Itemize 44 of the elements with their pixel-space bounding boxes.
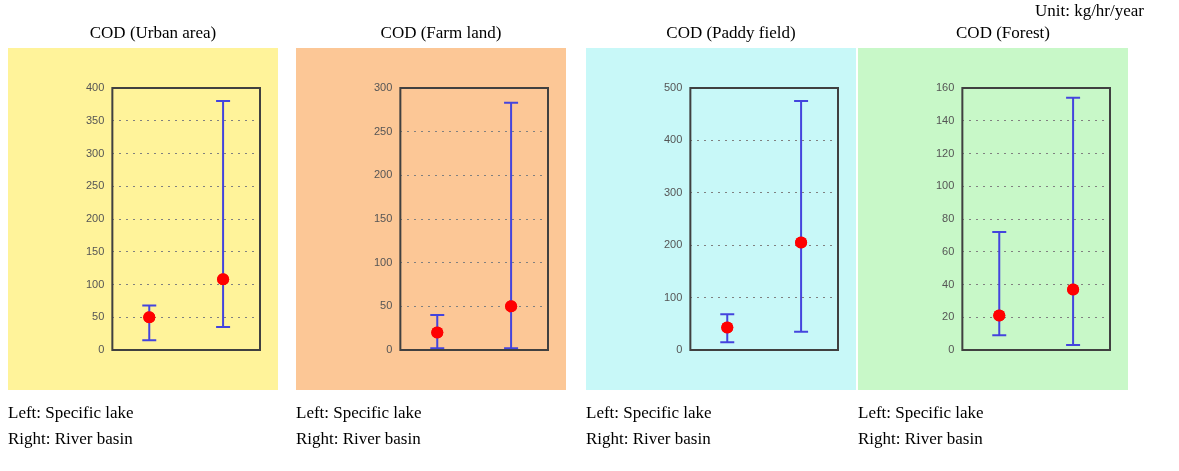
- text: Right: River basin: [858, 428, 983, 450]
- y-tick-label: 300: [663, 185, 683, 198]
- y-tick-label: 40: [942, 277, 955, 290]
- y-tick-label: 300: [85, 146, 105, 159]
- y-tick-label: 160: [935, 81, 955, 94]
- y-tick-label: 100: [373, 255, 393, 268]
- y-tick-label: 400: [663, 133, 683, 146]
- y-tick-label: 150: [85, 244, 105, 257]
- y-tick-label: 20: [942, 310, 955, 323]
- y-tick-label: 200: [85, 212, 105, 225]
- y-tick-label: 60: [942, 244, 955, 257]
- text: Right: River basin: [296, 428, 421, 450]
- chart-title: COD (Forest): [955, 22, 1051, 44]
- y-tick-label: 50: [92, 310, 105, 323]
- chart-title: COD (Urban area): [88, 22, 218, 44]
- y-tick-label: 80: [942, 212, 955, 225]
- y-tick-label: 120: [935, 146, 955, 159]
- y-tick-label: 250: [85, 179, 105, 192]
- text: Left: Specific lake: [8, 402, 134, 424]
- y-tick-label: 150: [373, 212, 393, 225]
- text: Right: River basin: [586, 428, 711, 450]
- y-tick-label: 100: [85, 277, 105, 290]
- y-tick-label: 200: [663, 238, 683, 251]
- text: Left: Specific lake: [586, 402, 712, 424]
- chart-title: COD (Farm land): [379, 22, 503, 44]
- y-tick-label: 0: [676, 343, 683, 356]
- y-tick-label: 350: [85, 113, 105, 126]
- y-tick-label: 0: [386, 343, 393, 356]
- y-tick-label: 50: [380, 299, 393, 312]
- y-tick-label: 500: [663, 81, 683, 94]
- y-tick-label: 200: [373, 168, 393, 181]
- y-tick-label: 400: [85, 81, 105, 94]
- chart-subtitle: Unit: kg/hr/year: [1033, 0, 1145, 22]
- y-tick-label: 0: [98, 343, 105, 356]
- chart-title: COD (Paddy field): [665, 22, 797, 44]
- y-tick-label: 250: [373, 124, 393, 137]
- y-tick-label: 0: [948, 343, 955, 356]
- y-tick-label: 100: [663, 290, 683, 303]
- text: Right: River basin: [8, 428, 133, 450]
- text: Left: Specific lake: [858, 402, 984, 424]
- text: Left: Specific lake: [296, 402, 422, 424]
- y-tick-label: 300: [373, 81, 393, 94]
- y-tick-label: 100: [935, 179, 955, 192]
- y-tick-label: 140: [935, 113, 955, 126]
